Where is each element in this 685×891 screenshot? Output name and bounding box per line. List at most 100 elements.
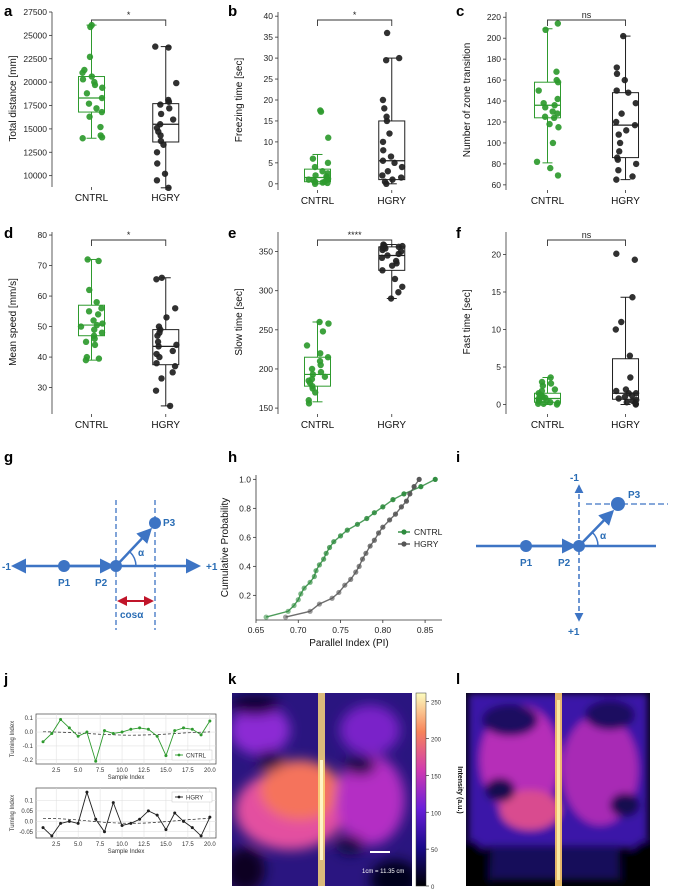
y-tick-label: 15000: [23, 124, 47, 134]
data-point: [623, 127, 630, 134]
series-point: [120, 730, 124, 734]
series-point-cntrl: [301, 585, 307, 591]
data-point: [95, 257, 102, 265]
data-point: [98, 305, 105, 312]
y-tick-label: 0.1: [25, 716, 34, 722]
data-point: [387, 295, 395, 302]
data-point: [551, 386, 559, 393]
data-point: [155, 343, 162, 350]
data-point: [153, 276, 160, 283]
y-tick-label: 140: [487, 96, 501, 106]
series-point: [94, 759, 98, 763]
heatmap-l: [466, 693, 650, 886]
p2-p3-arrow: [115, 527, 153, 567]
y-tick-label: 5: [268, 158, 273, 168]
x-category-label: HGRY: [377, 420, 406, 431]
x-category-label: HGRY: [611, 420, 640, 431]
data-point: [77, 323, 85, 330]
y-tick-label: 160: [487, 75, 501, 85]
series-point-cntrl: [331, 539, 337, 545]
data-point: [160, 141, 167, 148]
data-point: [165, 98, 173, 105]
data-point: [317, 108, 325, 115]
data-point: [632, 401, 640, 408]
data-point: [379, 157, 387, 164]
panel-label-i: i: [456, 449, 460, 466]
significance-label: *: [127, 10, 131, 20]
label-alpha: α: [138, 548, 145, 559]
y-tick-label: 120: [487, 117, 501, 127]
data-point: [613, 87, 620, 94]
data-point: [158, 375, 165, 382]
x-category-label: CNTRL: [531, 196, 565, 207]
data-point: [553, 68, 560, 75]
series-point: [59, 821, 63, 825]
series-point-cntrl: [371, 510, 377, 516]
panel-label-j: j: [3, 671, 8, 688]
x-tick-label: 0.65: [248, 625, 265, 635]
box-iqr: [378, 246, 406, 271]
data-point: [317, 361, 324, 369]
data-point: [83, 90, 91, 97]
data-point: [82, 338, 90, 346]
series-point-hgry: [375, 530, 382, 536]
series-point-hgry: [403, 498, 410, 504]
series-point-cntrl: [401, 491, 407, 497]
data-point: [308, 365, 316, 373]
series-point-hgry: [353, 569, 359, 575]
x-tick-label: 0.80: [375, 625, 392, 635]
series-point-hgry: [411, 484, 417, 490]
y-axis-label: Total distance [mm]: [8, 55, 19, 141]
diagram-parallel-index: -1 +1 P1 P2 P3 α cosα: [2, 500, 218, 630]
x-axis-label: Sample Index: [108, 775, 145, 781]
y-tick-label: 40: [38, 352, 48, 362]
data-point: [171, 363, 179, 370]
legend-label: CNTRL: [414, 527, 443, 537]
series-point: [173, 729, 177, 733]
data-point: [305, 176, 312, 183]
x-category-label: CNTRL: [301, 196, 335, 207]
x-category-label: HGRY: [151, 193, 180, 204]
data-point: [627, 374, 634, 381]
data-point: [631, 121, 639, 129]
data-point: [84, 256, 91, 263]
data-point: [546, 120, 553, 128]
y-tick-label: 15: [264, 116, 274, 126]
data-point: [383, 29, 391, 37]
data-point: [535, 87, 542, 94]
y-tick-label: 25000: [23, 30, 47, 40]
significance-bracket: [91, 239, 167, 246]
data-point: [98, 108, 106, 116]
significance-label: ns: [582, 10, 592, 20]
y-tick-label: -0.1: [23, 744, 34, 750]
data-point: [534, 400, 542, 407]
data-point: [629, 173, 636, 180]
data-point: [317, 350, 324, 357]
data-point: [88, 73, 96, 80]
boxplot-total-distance: 10000 12500 15000 17500 20000 22500 25000 27500…: [8, 7, 180, 204]
data-point: [615, 395, 622, 402]
series-point-cntrl: [291, 602, 297, 609]
p2-p3-arrow: [578, 509, 615, 547]
data-point: [91, 335, 98, 342]
series-point-hgry: [348, 576, 354, 583]
data-point: [541, 113, 549, 120]
data-point: [99, 320, 106, 327]
y-tick-label: 250: [259, 325, 273, 335]
series-line-hgry: [285, 478, 420, 618]
x-tick-label: 17.5: [182, 768, 194, 774]
series-point: [120, 824, 124, 827]
series-point-cntrl: [323, 550, 329, 556]
panel-label-k: k: [228, 671, 237, 688]
data-point: [325, 134, 332, 141]
label-p3: P3: [628, 490, 641, 501]
data-point: [166, 402, 174, 410]
data-point: [554, 172, 562, 179]
x-tick-label: 10.0: [116, 842, 128, 848]
series-point: [164, 754, 168, 758]
label-p1: P1: [520, 558, 533, 569]
series-point-hgry: [367, 543, 373, 549]
series-point-hgry: [398, 504, 405, 510]
data-point: [157, 101, 164, 108]
significance-bracket: [317, 19, 393, 26]
